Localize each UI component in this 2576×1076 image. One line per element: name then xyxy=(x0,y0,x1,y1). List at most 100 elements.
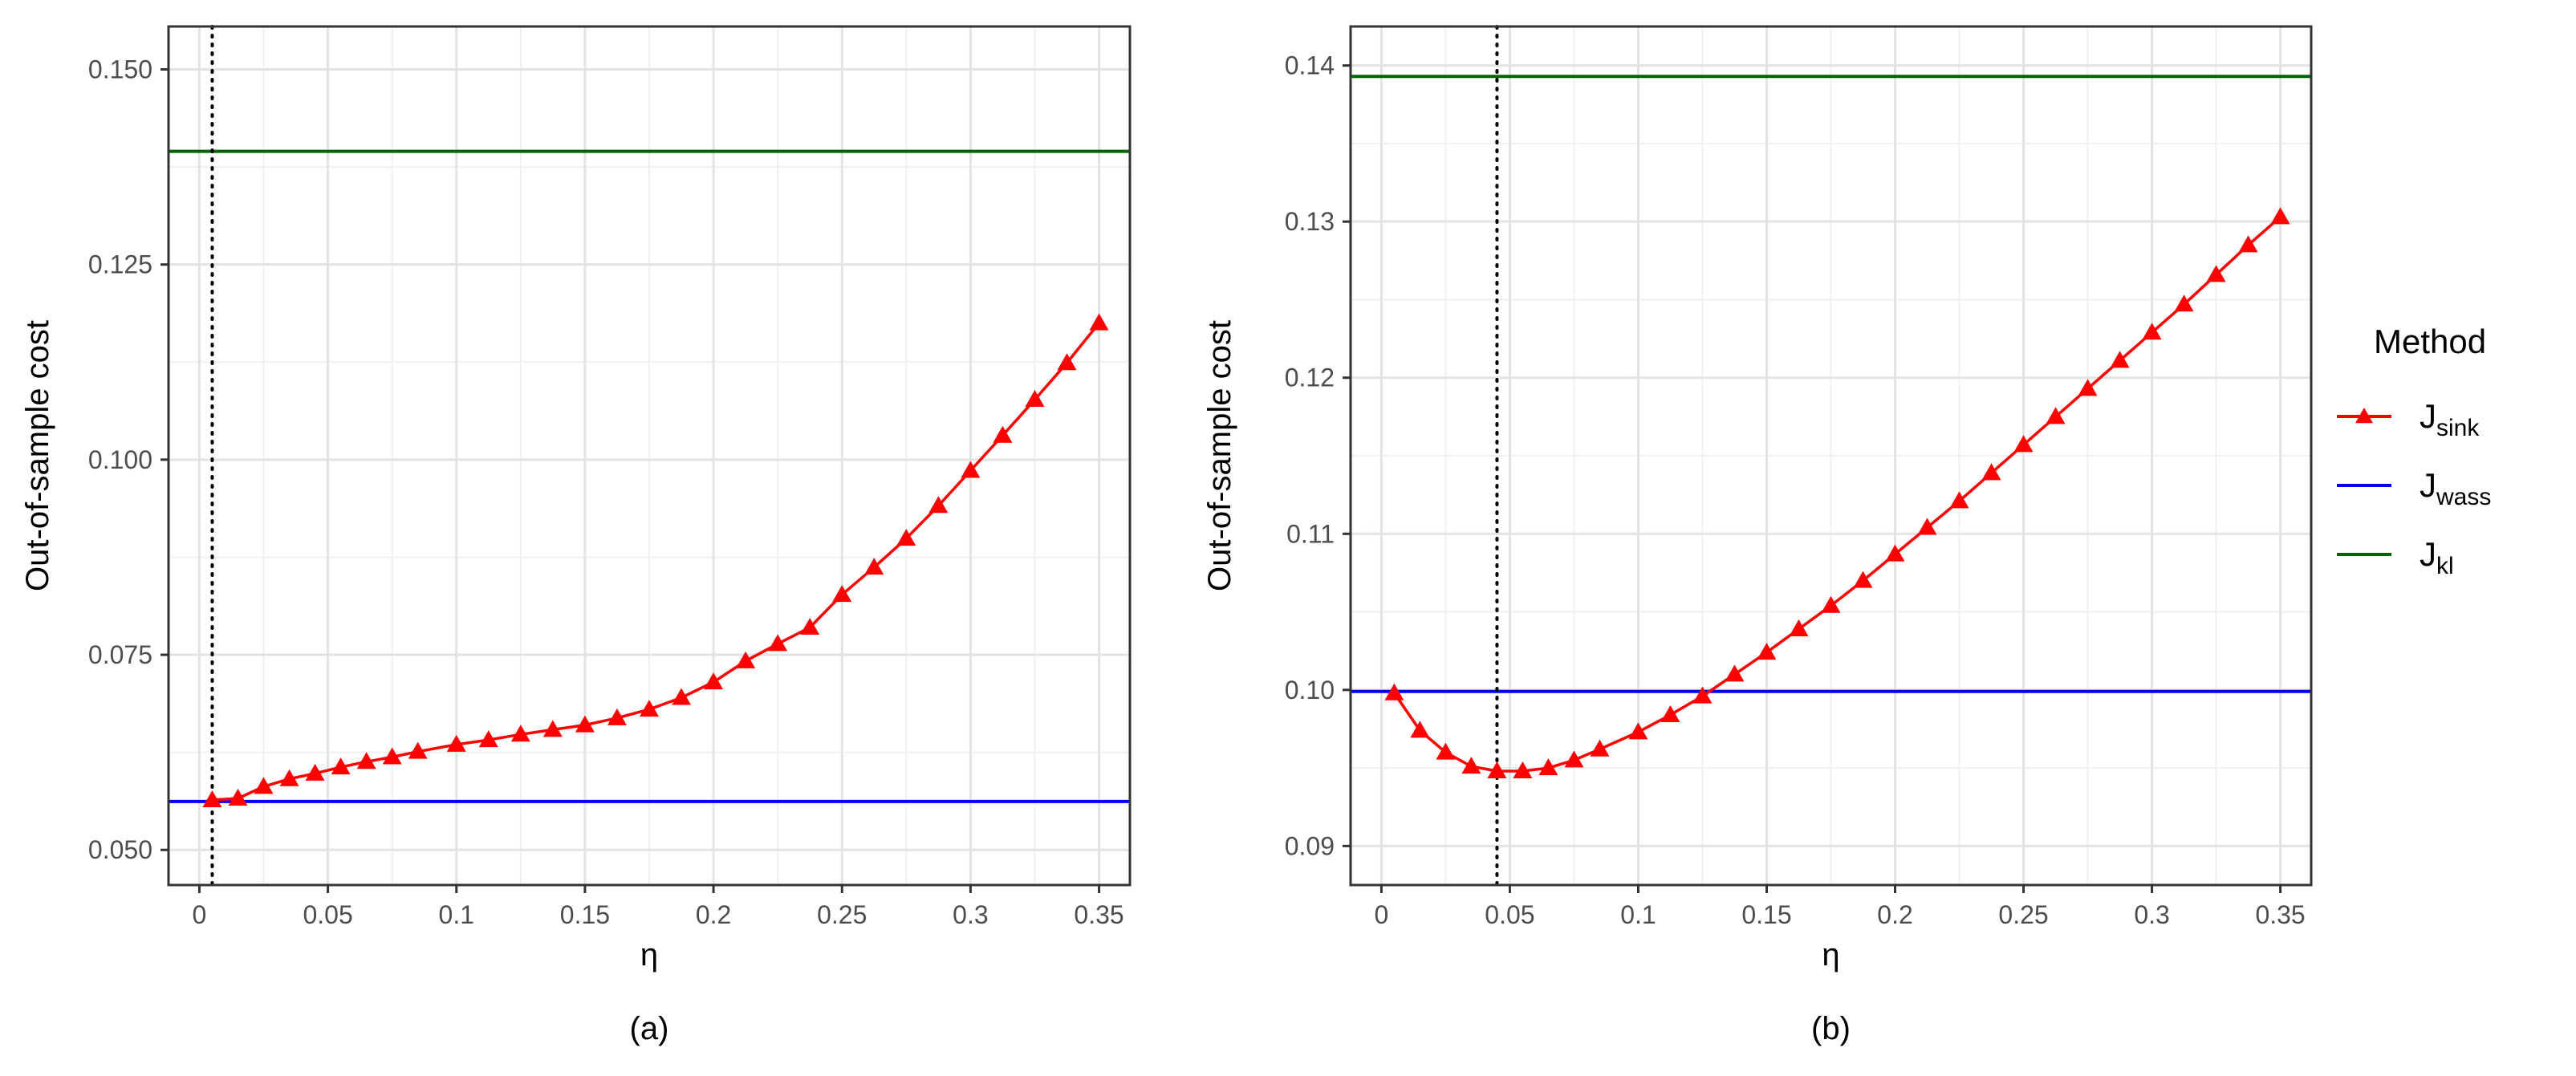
y-axis-title: Out-of-sample cost xyxy=(1202,320,1237,591)
data-point xyxy=(832,585,852,603)
data-point xyxy=(704,672,724,690)
legend-key-marker xyxy=(2355,408,2373,424)
data-point xyxy=(1384,683,1404,700)
data-point xyxy=(382,747,402,765)
x-tick-label: 0.25 xyxy=(817,900,867,929)
data-point xyxy=(575,715,595,733)
data-point xyxy=(928,496,949,514)
data-point xyxy=(356,752,376,769)
data-point xyxy=(510,725,530,742)
data-point xyxy=(768,634,788,652)
legend-label-main: J xyxy=(2420,535,2436,573)
data-point xyxy=(2238,235,2258,253)
legend-label: Jwass xyxy=(2420,466,2491,510)
data-point xyxy=(254,777,274,794)
plot-border xyxy=(1349,25,2313,887)
x-axis-title: η xyxy=(640,937,658,972)
x-tick-label: 0.25 xyxy=(1998,900,2048,929)
data-point xyxy=(1538,758,1558,776)
x-tick-label: 0.1 xyxy=(439,900,474,929)
y-tick-label: 0.14 xyxy=(1285,51,1335,80)
x-tick-label: 0.05 xyxy=(303,900,352,929)
x-tick-label: 0.2 xyxy=(696,900,731,929)
data-point xyxy=(2013,435,2034,453)
data-point xyxy=(408,741,428,759)
data-point xyxy=(1057,353,1077,371)
panel-a: 0 0.05 0.1 0.15 0.2 0.25 0.3 0.35 0.050 0.075 0.10… xyxy=(20,25,1132,1046)
data-point xyxy=(736,651,756,668)
data-point xyxy=(1917,518,1937,535)
data-point xyxy=(1628,722,1648,740)
data-point xyxy=(1564,750,1584,768)
data-point xyxy=(2174,294,2194,312)
y-tick-label: 0.11 xyxy=(1286,519,1335,548)
data-point xyxy=(1590,739,1610,757)
x-tick-label: 0.2 xyxy=(1877,900,1912,929)
x-tick-label: 0.3 xyxy=(2134,900,2169,929)
legend-label: Jsink xyxy=(2420,397,2480,441)
y-tick-label: 0.13 xyxy=(1285,207,1335,236)
data-point xyxy=(1025,389,1045,407)
data-point xyxy=(640,700,659,717)
legend-label-subscript: kl xyxy=(2436,553,2454,579)
y-tick-label: 0.150 xyxy=(88,55,152,84)
x-tick-label: 0 xyxy=(193,900,207,929)
panel-caption: (b) xyxy=(1811,1011,1851,1046)
legend-label-main: J xyxy=(2420,397,2436,435)
data-point xyxy=(1410,721,1430,738)
data-point xyxy=(2046,407,2066,424)
data-point xyxy=(961,461,981,478)
data-point xyxy=(1757,643,1777,660)
data-point xyxy=(1487,761,1507,778)
x-tick-label: 0.15 xyxy=(1741,900,1791,929)
data-point xyxy=(1725,664,1745,682)
x-tick-label: 0.35 xyxy=(1074,900,1123,929)
x-tick-label: 0.35 xyxy=(2255,900,2305,929)
data-point xyxy=(1461,757,1481,774)
y-tick-label: 0.050 xyxy=(88,835,152,864)
legend-label: Jkl xyxy=(2420,535,2454,579)
data-point xyxy=(1089,313,1109,331)
legend-label-subscript: wass xyxy=(2436,484,2491,510)
data-point xyxy=(1692,686,1713,704)
y-tick-label: 0.075 xyxy=(88,640,152,669)
data-point xyxy=(228,789,248,806)
data-point xyxy=(446,734,466,752)
x-tick-label: 0.1 xyxy=(1620,900,1656,929)
data-point xyxy=(305,763,325,781)
data-point xyxy=(672,688,692,705)
data-point xyxy=(1853,570,1873,588)
data-point xyxy=(1513,761,1533,778)
data-point xyxy=(2110,351,2130,368)
data-point xyxy=(993,425,1013,443)
legend-item-sink: Jsink xyxy=(2337,397,2480,441)
y-tick-label: 0.12 xyxy=(1285,363,1335,392)
x-axis-title: η xyxy=(1822,937,1839,972)
x-tick-label: 0.15 xyxy=(560,900,610,929)
data-point xyxy=(478,730,498,748)
x-tick-label: 0.05 xyxy=(1485,900,1534,929)
y-tick-label: 0.100 xyxy=(88,445,152,474)
data-point xyxy=(896,529,916,546)
panel-b: 0 0.05 0.1 0.15 0.2 0.25 0.3 0.35 0.09 0.10 0.11 0.… xyxy=(1202,25,2313,1046)
data-point xyxy=(1821,595,1841,613)
y-tick-label: 0.09 xyxy=(1285,831,1335,860)
data-point xyxy=(607,708,627,725)
data-point xyxy=(2206,265,2226,282)
data-point xyxy=(2078,379,2098,396)
data-point xyxy=(800,618,820,635)
data-point xyxy=(1949,491,1969,509)
data-point xyxy=(1981,463,2001,481)
x-tick-label: 0.3 xyxy=(953,900,988,929)
legend-label-subscript: sink xyxy=(2436,415,2480,441)
x-tick-label: 0 xyxy=(1375,900,1389,929)
data-point xyxy=(1660,704,1680,722)
plot-border xyxy=(167,25,1132,887)
data-point xyxy=(331,757,351,775)
data-point xyxy=(864,558,884,575)
panel-caption: (a) xyxy=(630,1011,669,1046)
y-tick-label: 0.10 xyxy=(1285,676,1335,704)
legend-item-wass: Jwass xyxy=(2337,466,2491,510)
